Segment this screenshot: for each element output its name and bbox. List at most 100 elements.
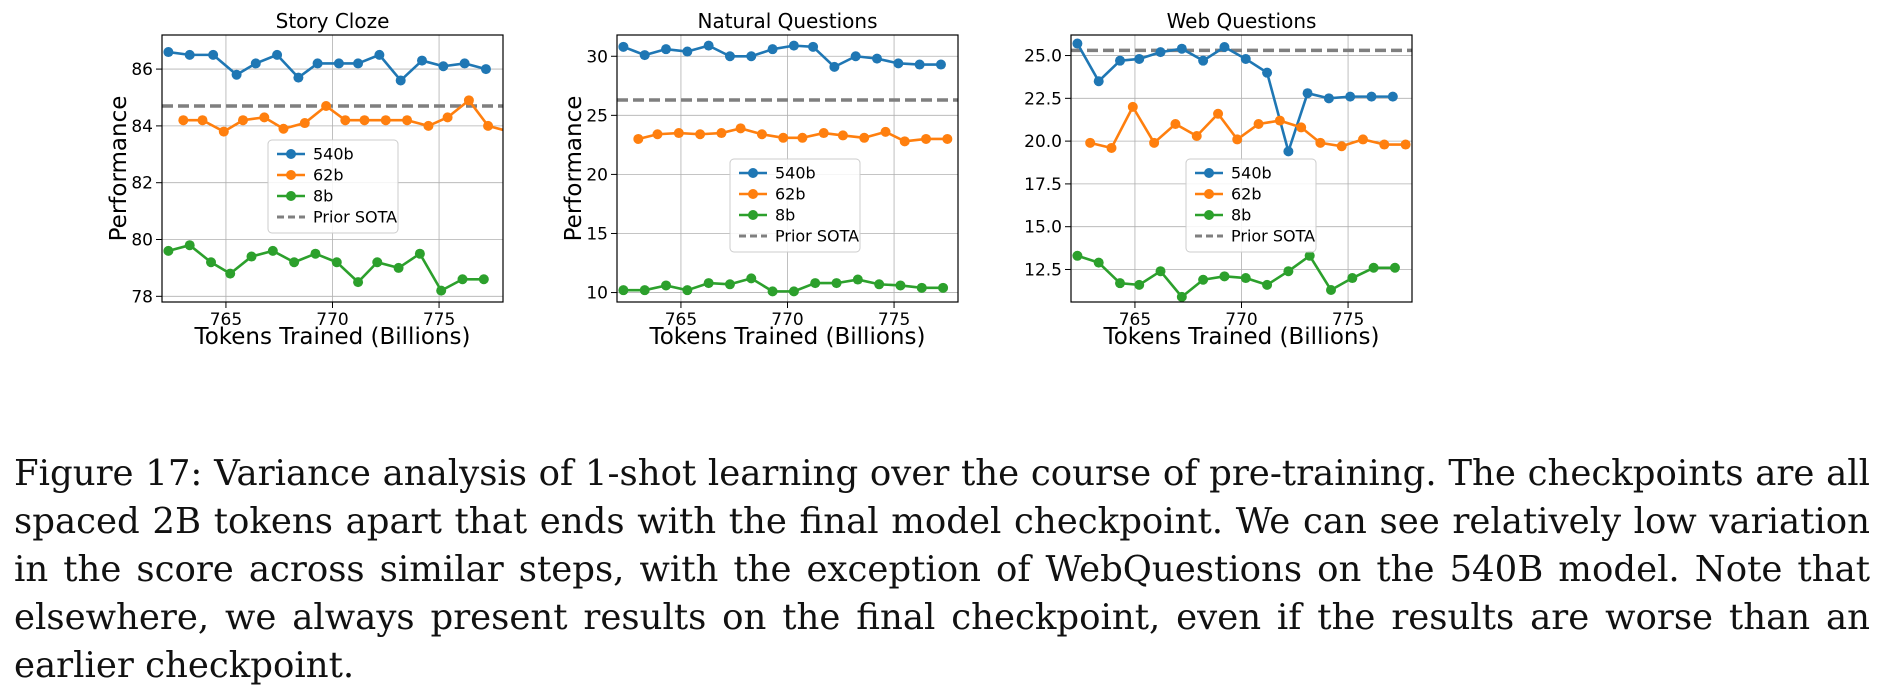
data-point-540b — [333, 58, 344, 69]
data-point-8b — [852, 274, 863, 285]
series-line-62b — [638, 127, 948, 143]
legend-label: 8b — [313, 187, 333, 206]
chart-title: Story Cloze — [276, 9, 390, 33]
legend-label: 8b — [775, 206, 795, 225]
data-point-62b — [299, 118, 310, 129]
data-point-8b — [767, 286, 778, 297]
data-point-540b — [312, 58, 323, 69]
data-point-540b — [767, 44, 778, 55]
data-point-62b — [899, 136, 910, 147]
data-point-62b — [463, 95, 474, 106]
data-point-62b — [197, 115, 208, 126]
data-point-540b — [850, 51, 861, 62]
data-point-8b — [1304, 250, 1315, 261]
data-point-8b — [1240, 273, 1251, 284]
data-point-8b — [938, 282, 949, 293]
chart-panel-1: 765 770 775 78 80 82 84 86 Story Cloze Tokens Tra… — [106, 9, 514, 350]
data-point-62b — [652, 129, 663, 140]
data-point-8b — [788, 286, 799, 297]
data-point-62b — [633, 133, 644, 144]
data-point-62b — [1106, 142, 1117, 153]
y-tick-label: 15 — [586, 224, 608, 244]
data-point-62b — [756, 129, 767, 140]
data-point-8b — [724, 279, 735, 290]
data-point-540b — [438, 61, 449, 72]
data-point-540b — [184, 49, 195, 60]
data-point-8b — [267, 245, 278, 256]
data-point-540b — [829, 61, 840, 72]
data-point-62b — [921, 133, 932, 144]
x-tick-label: 765 — [665, 310, 697, 330]
data-point-8b — [1368, 262, 1379, 273]
y-tick-label: 82 — [131, 174, 153, 194]
data-point-8b — [810, 278, 821, 289]
y-tick-label: 78 — [131, 287, 153, 307]
data-point-540b — [1283, 146, 1294, 157]
data-point-540b — [661, 44, 672, 55]
y-tick-label: 20 — [586, 165, 608, 185]
data-point-540b — [893, 58, 904, 69]
data-point-540b — [1072, 38, 1083, 49]
data-point-540b — [353, 58, 364, 69]
data-point-62b — [442, 112, 453, 123]
series-line-8b — [168, 243, 484, 292]
data-point-8b — [353, 277, 364, 288]
data-point-540b — [1115, 55, 1126, 66]
data-point-8b — [639, 285, 650, 296]
data-point-62b — [1149, 137, 1160, 148]
x-axis-label: Tokens Trained (Billions) — [649, 324, 926, 350]
data-point-8b — [895, 280, 906, 291]
data-point-8b — [246, 251, 257, 262]
x-tick-label: 775 — [1332, 310, 1364, 330]
legend-marker — [286, 149, 296, 159]
data-point-540b — [703, 40, 714, 51]
data-point-62b — [1191, 130, 1202, 141]
x-tick-label: 775 — [878, 310, 910, 330]
legend-marker — [748, 168, 758, 178]
data-point-62b — [259, 112, 270, 123]
y-tick-label: 84 — [131, 117, 153, 137]
data-point-8b — [1155, 266, 1166, 277]
data-point-62b — [880, 126, 891, 137]
series-line-540b — [168, 50, 487, 82]
data-point-62b — [797, 132, 808, 143]
axes-frame — [161, 34, 504, 303]
data-point-8b — [1219, 271, 1230, 282]
data-point-62b — [716, 128, 727, 139]
data-point-8b — [1262, 279, 1273, 290]
data-point-62b — [504, 127, 514, 137]
data-point-8b — [682, 285, 693, 296]
data-point-540b — [788, 40, 799, 51]
data-point-8b — [372, 257, 383, 268]
data-point-8b — [916, 282, 927, 293]
chart-title: Natural Questions — [698, 9, 878, 33]
legend-label: 8b — [1231, 206, 1251, 225]
data-point-540b — [1240, 53, 1251, 64]
data-point-540b — [1387, 91, 1398, 102]
legend-marker — [286, 191, 296, 201]
y-tick-label: 15.0 — [1024, 218, 1062, 238]
data-point-540b — [293, 72, 304, 83]
series-line-540b — [622, 44, 941, 69]
data-point-62b — [1379, 139, 1390, 150]
data-point-8b — [703, 278, 714, 289]
data-point-62b — [402, 115, 413, 126]
data-point-62b — [778, 132, 789, 143]
data-point-8b — [1347, 273, 1358, 284]
data-point-540b — [1323, 93, 1334, 104]
data-point-62b — [1357, 134, 1368, 145]
data-point-8b — [1283, 266, 1294, 277]
data-point-540b — [459, 58, 470, 69]
legend-label: 540b — [1231, 164, 1272, 183]
data-point-62b — [1315, 137, 1326, 148]
legend-marker — [1204, 210, 1214, 220]
legend-box — [267, 139, 399, 234]
data-point-540b — [1134, 53, 1145, 64]
data-point-62b — [837, 130, 848, 141]
data-point-8b — [163, 245, 174, 256]
data-point-8b — [1198, 274, 1209, 285]
data-point-8b — [746, 273, 757, 284]
data-point-540b — [808, 41, 819, 52]
x-tick-label: 765 — [1119, 310, 1151, 330]
data-point-62b — [340, 115, 351, 126]
